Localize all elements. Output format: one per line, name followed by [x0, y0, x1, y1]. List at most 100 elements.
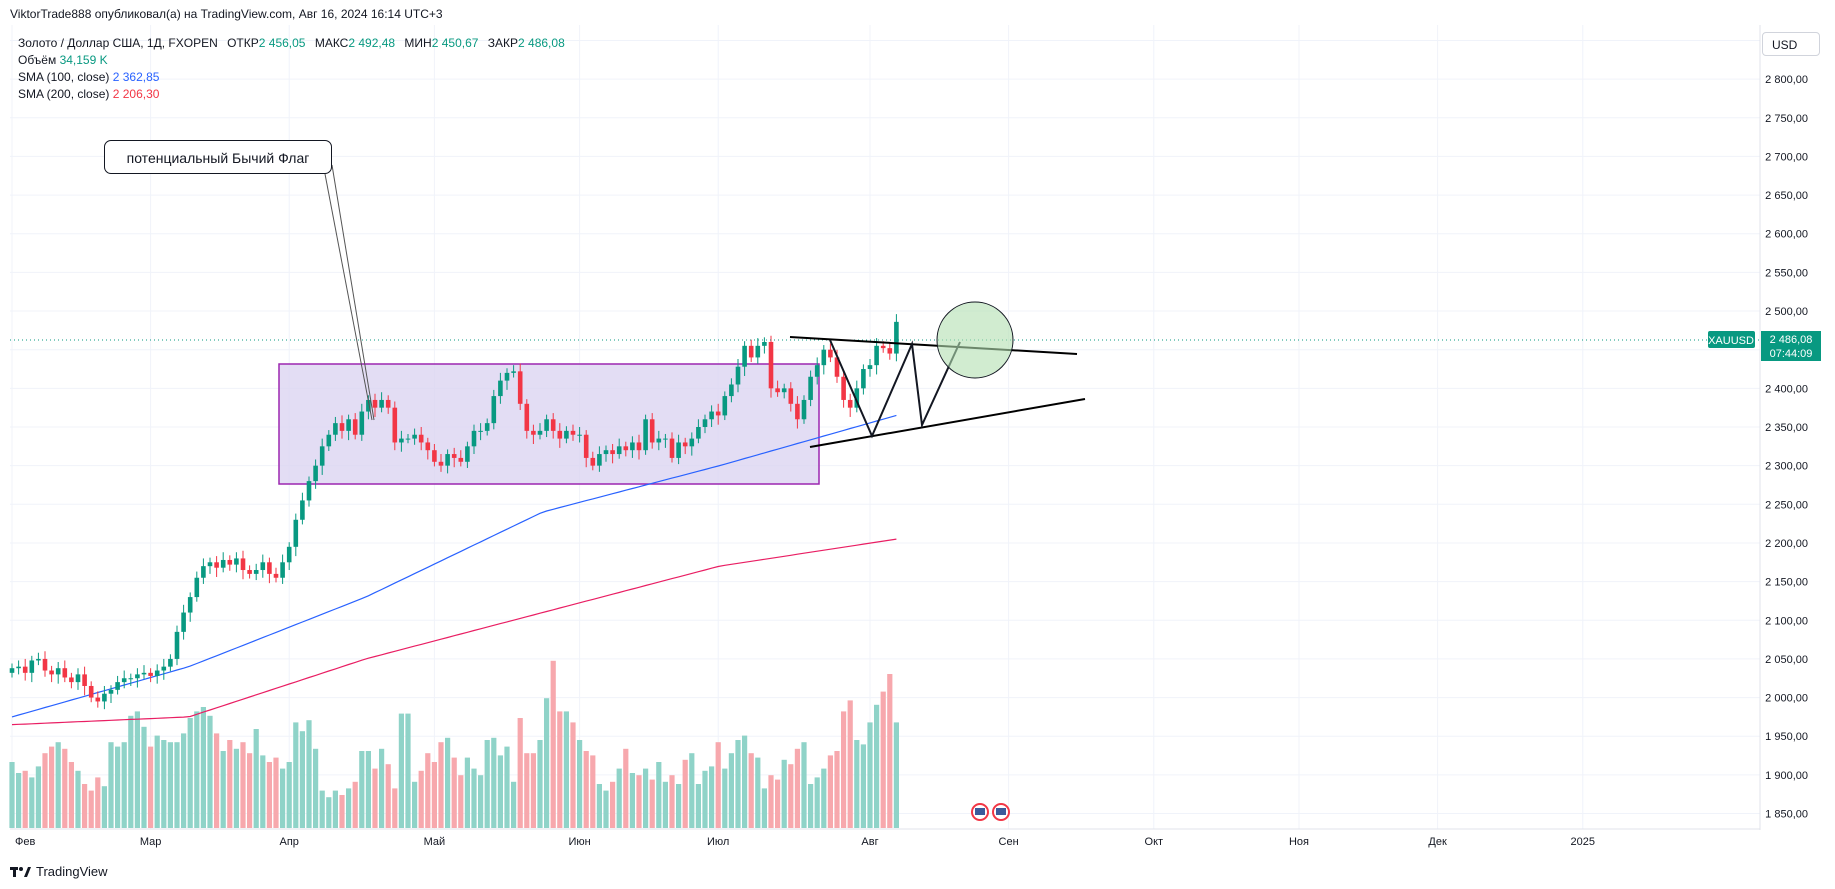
candle-body: [564, 430, 569, 439]
time-tick-label: Июл: [707, 836, 729, 848]
legend-symbol[interactable]: Золото / Доллар США, 1Д, FXOPEN: [18, 36, 218, 50]
candle-body: [187, 597, 193, 613]
volume-bar: [95, 777, 101, 828]
candle-body: [755, 345, 761, 358]
legend-sma100-row[interactable]: SMA (100, close) 2 362,85: [18, 69, 565, 86]
us-flag-events[interactable]: [971, 803, 1010, 821]
candle-body: [214, 562, 219, 568]
candle-body: [570, 430, 576, 435]
volume-value: 34,159 K: [59, 53, 108, 67]
candle-body: [333, 423, 338, 435]
volume-bar: [220, 751, 226, 828]
volume-bar: [398, 713, 404, 828]
candle-body: [874, 345, 879, 366]
volume-bar: [834, 751, 840, 828]
candle-body: [359, 411, 365, 435]
sma200-label: SMA (200, close): [18, 87, 110, 101]
price-tick-label: 1 850,00: [1765, 809, 1808, 821]
candle-body: [319, 446, 325, 466]
volume-bar: [247, 753, 253, 828]
candle-body: [293, 519, 299, 547]
legend-volume-row[interactable]: Объём 34,159 K: [18, 52, 565, 69]
volume-bar: [233, 748, 239, 828]
candle-body: [75, 674, 81, 683]
price-tick-label: 2 800,00: [1765, 74, 1808, 86]
price-axis-labels: 2 850,002 800,002 750,002 700,002 650,00…: [1765, 35, 1808, 820]
candle-body: [9, 668, 15, 673]
volume-bar: [108, 742, 114, 828]
currency-button[interactable]: USD: [1762, 32, 1820, 56]
candle-body: [181, 612, 186, 632]
volume-bar: [359, 751, 365, 828]
candle-body: [537, 430, 543, 435]
volume-bar: [742, 735, 748, 828]
annotation-callout[interactable]: потенциальный Бычий Флаг: [104, 140, 332, 174]
candle-body: [69, 677, 74, 683]
candle-body: [854, 388, 860, 408]
consolidation-box[interactable]: [278, 363, 820, 485]
volume-bar: [603, 790, 609, 828]
trendline-lower[interactable]: [809, 398, 1086, 448]
volume-bar: [293, 722, 299, 828]
sma100-value: 2 362,85: [112, 70, 160, 84]
candle-body: [821, 349, 827, 366]
price-tick-label: 2 150,00: [1765, 577, 1808, 589]
price-tick-label: 2 650,00: [1765, 190, 1808, 202]
tradingview-logo-icon: [10, 866, 31, 877]
candle-body: [405, 438, 411, 440]
candle-body: [16, 666, 21, 669]
candle-body: [432, 450, 437, 462]
volume-bar: [524, 753, 530, 828]
price-tick-label: 2 300,00: [1765, 461, 1808, 473]
volume-bar: [577, 740, 583, 828]
breakout-circle[interactable]: [936, 301, 1014, 379]
candle-body: [795, 403, 800, 420]
volume-bar: [669, 775, 675, 828]
time-tick-label: Июн: [568, 836, 590, 848]
time-tick-label: Ноя: [1289, 836, 1309, 848]
candle-body: [531, 430, 536, 435]
volume-bar: [332, 790, 338, 828]
candle-body: [583, 434, 589, 458]
candle-body: [346, 419, 351, 431]
zigzag-pattern[interactable]: [829, 339, 961, 439]
volume-bar: [35, 766, 41, 828]
candle-body: [108, 689, 114, 694]
price-tick-label: 2 000,00: [1765, 693, 1808, 705]
candle-body: [412, 434, 417, 439]
candle-body: [517, 371, 523, 404]
high-label: МАКС: [314, 36, 349, 50]
time-tick-label: Авг: [861, 836, 878, 848]
candle-body: [867, 365, 873, 370]
price-tick-label: 2 750,00: [1765, 113, 1808, 125]
volume-bar: [557, 711, 563, 828]
price-tick-label: 2 050,00: [1765, 654, 1808, 666]
trendline-upper[interactable]: [789, 336, 1078, 355]
candle-body: [399, 438, 404, 443]
volume-bar: [504, 746, 510, 828]
candle-body: [260, 562, 266, 571]
footer-brand[interactable]: TradingView: [10, 864, 108, 879]
volume-bar: [695, 784, 701, 828]
time-tick-label: Окт: [1145, 836, 1164, 848]
volume-bar: [629, 773, 635, 828]
volume-bar: [484, 740, 490, 828]
candle-body: [511, 371, 516, 373]
legend-sma200-row[interactable]: SMA (200, close) 2 206,30: [18, 86, 565, 103]
volume-bar: [511, 781, 517, 828]
candle-body: [722, 396, 728, 416]
footer-brand-text: TradingView: [36, 864, 108, 879]
volume-bar: [781, 759, 787, 828]
volume-bar: [570, 722, 576, 828]
volume-bar: [306, 720, 312, 828]
candle-body: [702, 419, 708, 427]
price-badge-symbol: XAUUSD: [1708, 335, 1754, 347]
volume-bar: [253, 729, 259, 828]
candle-body: [326, 434, 332, 447]
candle-body: [22, 666, 28, 673]
volume-bar: [372, 768, 378, 828]
candle-body: [597, 454, 602, 466]
volume-bar: [583, 751, 589, 828]
candle-body: [762, 341, 767, 346]
